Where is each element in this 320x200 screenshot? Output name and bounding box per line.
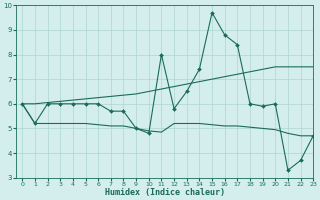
X-axis label: Humidex (Indice chaleur): Humidex (Indice chaleur) [105,188,225,197]
